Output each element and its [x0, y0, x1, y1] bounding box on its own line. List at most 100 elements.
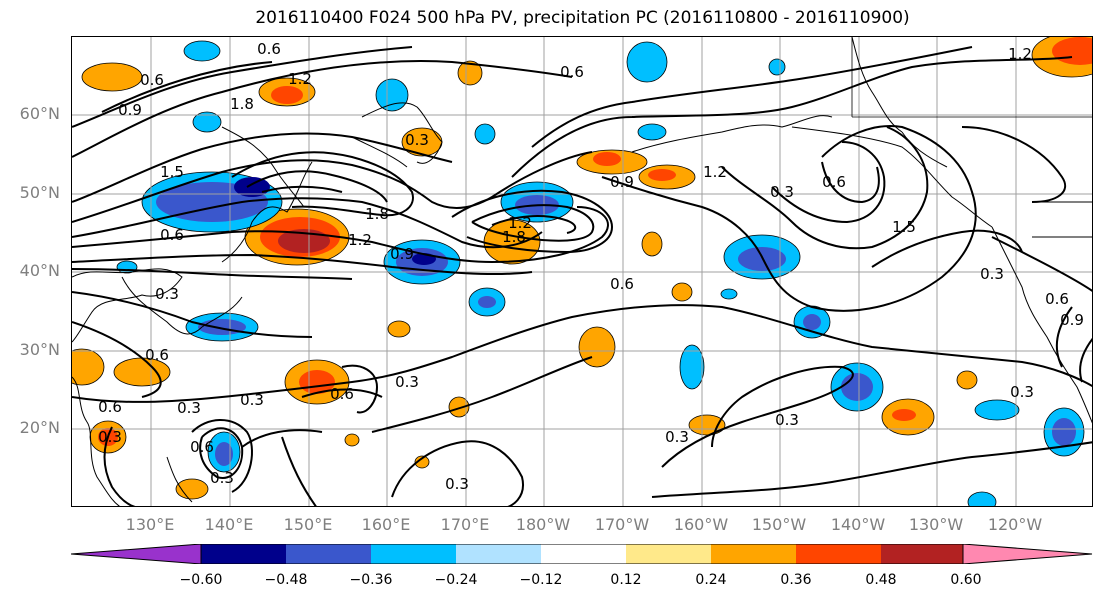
pos-anomaly-blob [457, 60, 483, 86]
contour-label: 0.9 [610, 173, 634, 191]
contour-label: 0.6 [610, 275, 634, 293]
contour-label: 1.2 [288, 70, 312, 88]
colorbar-segment [626, 544, 711, 564]
contour-label: 0.6 [98, 398, 122, 416]
pos-anomaly-blob [72, 348, 105, 386]
colorbar-tick-label: −0.60 [179, 572, 223, 588]
contour-label: 0.6 [1045, 290, 1069, 308]
colorbar-tick-label: 0.12 [610, 572, 642, 588]
pos-anomaly-blob [448, 396, 470, 418]
contour-label: 0.6 [257, 40, 281, 58]
map-canvas: 0.6 0.6 0.9 1.2 1.8 0.6 1.2 0.3 1.5 0.6 … [72, 37, 1092, 506]
colorbar-tick-label: −0.36 [349, 572, 393, 588]
pos-anomaly-blob [387, 320, 411, 338]
lat-label: 60°N [19, 104, 60, 123]
lon-label: 170°W [594, 515, 650, 534]
pos-anomaly-blob [641, 231, 663, 257]
pos-anomaly-blob [956, 370, 978, 390]
contour-label: 0.3 [980, 265, 1004, 283]
colorbar-segment [796, 544, 881, 564]
colorbar-segment [881, 544, 963, 564]
colorbar-segment [286, 544, 371, 564]
lat-label: 40°N [19, 261, 60, 280]
contour-label: 0.6 [145, 346, 169, 364]
contour-label: 1.2 [703, 163, 727, 181]
lat-label: 20°N [19, 418, 60, 437]
pos-anomaly-blob [175, 478, 209, 500]
colorbar-tick-label: −0.24 [434, 572, 478, 588]
contour-label: 0.3 [665, 428, 689, 446]
pos-anomaly-blob [648, 169, 676, 181]
lon-label: 170°E [440, 515, 490, 534]
colorbar-segment [371, 544, 456, 564]
contour-label: 0.3 [210, 469, 234, 487]
lon-label: 130°W [908, 515, 964, 534]
contour-label: 0.9 [390, 245, 414, 263]
contour-label: 1.2 [508, 214, 532, 232]
borders [851, 37, 1092, 118]
contour-label: 0.3 [98, 428, 122, 446]
neg-anomaly-blob [720, 288, 738, 300]
contour-label: 1.8 [230, 95, 254, 113]
contour-labels: 0.6 0.6 0.9 1.2 1.8 0.6 1.2 0.3 1.5 0.6 … [98, 40, 1084, 493]
contour-label: 1.2 [1008, 45, 1032, 63]
contour-label: 0.6 [160, 226, 184, 244]
colorbar-tick-label: 0.24 [695, 572, 727, 588]
contour-label: 1.5 [160, 163, 184, 181]
contour-label: 0.3 [445, 475, 469, 493]
lon-label: 150°W [751, 515, 807, 534]
contour-label: 0.3 [155, 285, 179, 303]
neg-anomaly-blob [768, 58, 786, 76]
colorbar-extend-high [962, 544, 1093, 564]
lon-label: 140°W [830, 515, 886, 534]
colorbar-segment [456, 544, 541, 564]
contour-label: 0.6 [190, 438, 214, 456]
contour-label: 1.2 [348, 231, 372, 249]
neg-anomaly-blob [841, 373, 873, 401]
contour-label: 1.5 [892, 218, 916, 236]
pos-anomaly-blob [593, 152, 621, 166]
pos-anomaly-blob [578, 326, 616, 368]
map-title: 2016110400 F024 500 hPa PV, precipitatio… [255, 8, 910, 28]
lon-label: 150°E [283, 515, 333, 534]
contour-label: 0.3 [770, 183, 794, 201]
contour-label: 0.9 [1060, 311, 1084, 329]
contour-label: 0.6 [560, 63, 584, 81]
neg-anomaly-blob [679, 344, 705, 390]
neg-anomaly-blob [974, 399, 1020, 421]
map-plot-area[interactable]: 0.6 0.6 0.9 1.2 1.8 0.6 1.2 0.3 1.5 0.6 … [71, 36, 1093, 507]
colorbar-tick-label: 0.60 [950, 572, 982, 588]
pos-anomaly-blob [271, 86, 303, 104]
lon-label: 160°E [361, 515, 411, 534]
neg-anomaly-blob [192, 111, 222, 133]
pos-anomaly-blob [892, 409, 916, 421]
neg-anomaly-blob [198, 319, 246, 335]
pos-anomaly-blob [81, 62, 143, 92]
pos-anomaly-blob [671, 282, 693, 302]
colorbar-extend-low [71, 544, 202, 564]
pv-contours [72, 46, 1092, 506]
contour-label: 1.8 [502, 228, 526, 246]
contour-label: 0.3 [1010, 383, 1034, 401]
colorbar-segment [201, 544, 286, 564]
colorbar-tick-label: 0.36 [780, 572, 812, 588]
contour-label: 0.3 [177, 399, 201, 417]
pos-anomaly-blob [344, 433, 360, 447]
contour-label: 0.6 [330, 385, 354, 403]
neg-anomaly-blob [478, 296, 496, 308]
lon-label: 160°W [673, 515, 729, 534]
graticule [72, 37, 1092, 506]
contour-label: 0.3 [405, 131, 429, 149]
neg-anomaly-blob [803, 314, 821, 330]
colorbar-segment [711, 544, 796, 564]
colorbar-tick-label: 0.48 [865, 572, 897, 588]
neg-anomaly-blob [637, 123, 667, 141]
contour-label: 0.6 [822, 173, 846, 191]
contour-label: 0.3 [395, 373, 419, 391]
lat-label: 30°N [19, 340, 60, 359]
colorbar-segment [541, 544, 626, 564]
neg-anomaly-blob [474, 123, 496, 145]
contour-label: 1.8 [365, 205, 389, 223]
lon-label: 120°W [987, 515, 1043, 534]
contour-label: 0.3 [240, 391, 264, 409]
